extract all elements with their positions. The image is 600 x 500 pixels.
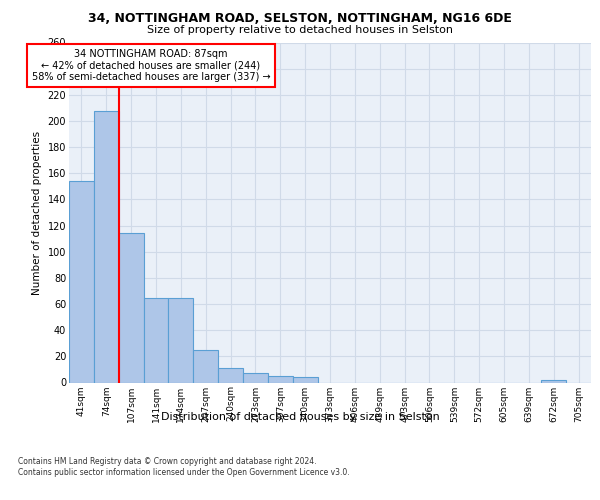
Bar xyxy=(243,374,268,382)
Bar xyxy=(293,378,317,382)
Bar xyxy=(143,298,169,382)
Bar xyxy=(218,368,243,382)
Bar xyxy=(268,376,293,382)
Bar xyxy=(69,181,94,382)
Text: Size of property relative to detached houses in Selston: Size of property relative to detached ho… xyxy=(147,25,453,35)
Text: Distribution of detached houses by size in Selston: Distribution of detached houses by size … xyxy=(161,412,439,422)
Text: Contains HM Land Registry data © Crown copyright and database right 2024.
Contai: Contains HM Land Registry data © Crown c… xyxy=(18,458,350,477)
Bar xyxy=(119,234,143,382)
Text: 34 NOTTINGHAM ROAD: 87sqm
← 42% of detached houses are smaller (244)
58% of semi: 34 NOTTINGHAM ROAD: 87sqm ← 42% of detac… xyxy=(32,49,271,82)
Y-axis label: Number of detached properties: Number of detached properties xyxy=(32,130,42,294)
Bar xyxy=(94,110,119,382)
Bar xyxy=(541,380,566,382)
Text: 34, NOTTINGHAM ROAD, SELSTON, NOTTINGHAM, NG16 6DE: 34, NOTTINGHAM ROAD, SELSTON, NOTTINGHAM… xyxy=(88,12,512,26)
Bar xyxy=(169,298,193,382)
Bar xyxy=(193,350,218,382)
